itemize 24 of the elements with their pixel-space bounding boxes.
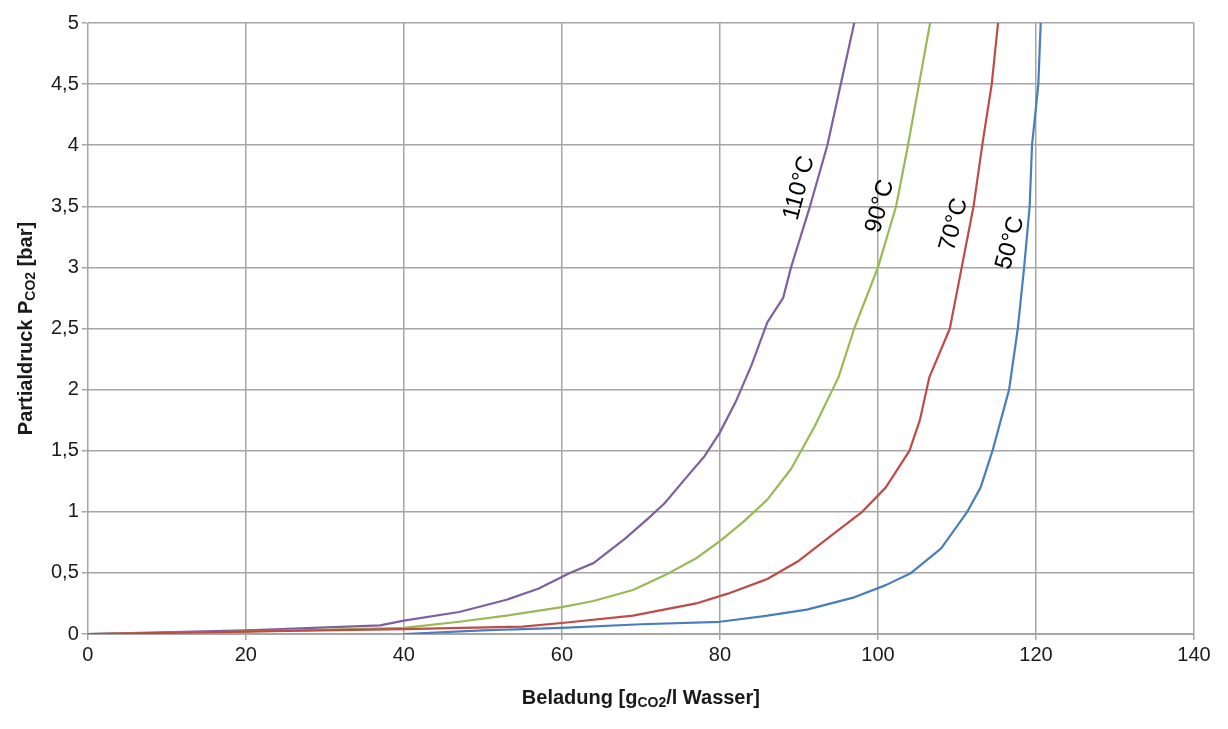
y-tick-label: 3: [67, 254, 79, 277]
x-tick-label: 120: [1019, 642, 1053, 665]
x-tick-label: 80: [708, 642, 732, 665]
text: 50°C: [988, 213, 1029, 272]
x-tick-label: 40: [392, 642, 415, 665]
y-tick-label: 0,5: [50, 560, 79, 583]
text: 90°C: [858, 176, 899, 236]
y-tick-label: 4,5: [50, 71, 79, 94]
x-tick-label: 60: [550, 642, 574, 665]
y-tick-label: 3,5: [50, 193, 79, 216]
text: 70°C: [932, 194, 973, 254]
y-tick-label: 4: [67, 132, 79, 155]
y-tick-label: 2,5: [50, 316, 79, 339]
x-tick-label: 140: [1177, 642, 1211, 665]
x-tick-label: 100: [861, 642, 895, 665]
x-tick-label: 20: [234, 642, 257, 665]
y-tick-label: 0: [67, 621, 79, 644]
y-tick-label: 1,5: [50, 438, 79, 461]
text: 110°C: [775, 152, 819, 223]
y-axis-title: Partialdruck PCO2 [bar]: [13, 221, 38, 436]
y-tick-label: 2: [67, 377, 79, 400]
y-tick-label: 5: [67, 10, 79, 33]
x-tick-label: 0: [82, 642, 94, 665]
y-tick-label: 1: [67, 499, 79, 522]
